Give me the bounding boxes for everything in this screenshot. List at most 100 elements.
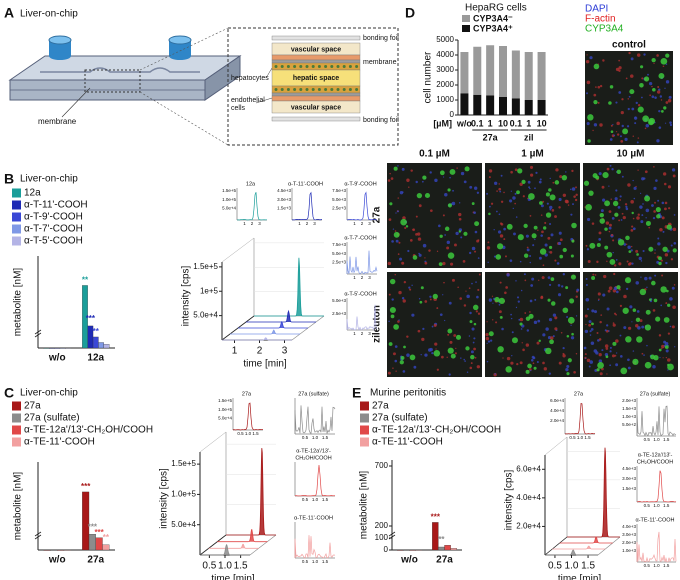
inset-x-tick-label: 0.5: [302, 497, 309, 502]
stain-dot: [511, 355, 513, 357]
bar: [102, 544, 110, 551]
stain-dot: [669, 121, 672, 124]
stain-dot: [663, 182, 667, 186]
stain-dot: [619, 304, 623, 308]
stain-dot: [446, 246, 450, 250]
stain-cell: [494, 296, 500, 303]
inset-x-tick-label: 0.5: [302, 435, 309, 440]
stain-cell: [450, 353, 456, 359]
stain-dot: [510, 170, 513, 174]
stain-cell: [389, 306, 396, 314]
stain-cell: [549, 194, 556, 201]
inset-x-tick-label: 1.5: [584, 435, 591, 440]
stain-dot: [392, 352, 396, 356]
bar: [43, 347, 50, 349]
stain-dot: [545, 327, 549, 331]
stain-cell: [662, 246, 668, 252]
inset-x-tick-label: 1: [353, 275, 356, 280]
inset-y-tick-label: 4.5e+3: [622, 466, 636, 471]
stain-cell: [624, 277, 632, 284]
cell-nucleus: [280, 65, 284, 68]
stain-dot: [542, 264, 545, 267]
stain-dot: [443, 281, 445, 284]
inset-y-tick-label: 1.5e+3: [622, 486, 636, 491]
stain-cell: [458, 230, 462, 233]
stain-cell: [567, 316, 575, 324]
stain-dot: [390, 177, 394, 180]
stain-dot: [660, 304, 663, 307]
stain-dot: [594, 369, 598, 372]
row-label: zileuton: [372, 305, 383, 343]
x-tick-label: 1: [232, 346, 238, 357]
stain-dot: [588, 320, 592, 324]
legend-label: α-T-5'-COOH: [24, 236, 83, 247]
stain-dot: [525, 234, 529, 238]
inset-trace: [636, 470, 677, 503]
stain-dot: [470, 350, 474, 354]
significance-mark: ***: [88, 522, 98, 531]
stain-dot: [621, 212, 624, 215]
y-tick-label: 1.5e+5: [193, 262, 218, 271]
stain-cell: [565, 286, 569, 290]
y-tick-label: 0: [384, 545, 389, 554]
stain-dot: [627, 326, 632, 330]
stain-dot: [570, 336, 575, 340]
stain-dot: [478, 273, 481, 276]
inset-title: 27a: [574, 391, 584, 397]
membrane-layer: [271, 92, 361, 97]
legend-swatch: [12, 212, 21, 222]
inset-x-tick-label: 1.0: [245, 431, 252, 436]
stain-dot: [627, 245, 631, 249]
stain-dot: [620, 355, 623, 358]
stain-dot: [615, 189, 618, 192]
stain-dot: [395, 370, 397, 372]
stain-dot: [620, 110, 624, 115]
stain-cell: [610, 130, 614, 134]
x-tick-label: 27a: [87, 555, 104, 566]
stain-dot: [625, 287, 629, 291]
stain-dot: [662, 357, 664, 359]
stain-dot: [464, 360, 466, 362]
stain-dot: [477, 312, 481, 315]
stain-dot: [610, 198, 612, 200]
stain-dot: [429, 298, 432, 301]
inset-x-tick-label: 1.5: [322, 435, 329, 440]
significance-mark: ***: [431, 513, 441, 522]
stain-dot: [457, 286, 459, 288]
cell-nucleus: [286, 65, 290, 68]
inset-trace: [346, 250, 378, 275]
stain-cell: [559, 254, 564, 259]
stain-dot: [643, 354, 645, 356]
stain-dot: [661, 347, 663, 350]
stain-dot: [613, 312, 617, 315]
stain-dot: [529, 187, 531, 190]
stain-cell: [499, 315, 503, 319]
inset-title: 12a: [246, 181, 256, 187]
stain-dot: [667, 369, 669, 371]
stain-dot: [585, 277, 588, 280]
y-axis-label: intensity [cps]: [504, 469, 515, 530]
stain-dot: [407, 249, 410, 253]
stain-dot: [654, 249, 656, 251]
y-tick-label: 2000: [436, 80, 454, 89]
stain-dot: [517, 300, 520, 303]
inset-x-tick-label: 1.0: [577, 435, 584, 440]
stain-dot: [536, 361, 539, 364]
stain-dot: [599, 372, 603, 376]
stain-dot: [548, 372, 552, 375]
group-label: zil: [524, 132, 534, 142]
stain-dot: [470, 362, 473, 365]
stain-dot: [466, 371, 469, 374]
stain-dot: [468, 335, 471, 337]
stain-dot: [435, 348, 437, 350]
inset-title: 27a (sulfate): [298, 391, 329, 397]
stain-dot: [542, 333, 546, 337]
chromatogram-trace: [230, 329, 300, 335]
stain-dot: [665, 349, 669, 353]
cell-nucleus: [336, 65, 340, 68]
stain-dot: [498, 303, 501, 306]
stain-dot: [572, 203, 574, 206]
stain-dot: [656, 139, 660, 143]
stain-dot: [654, 201, 656, 204]
stain-dot: [503, 238, 506, 241]
